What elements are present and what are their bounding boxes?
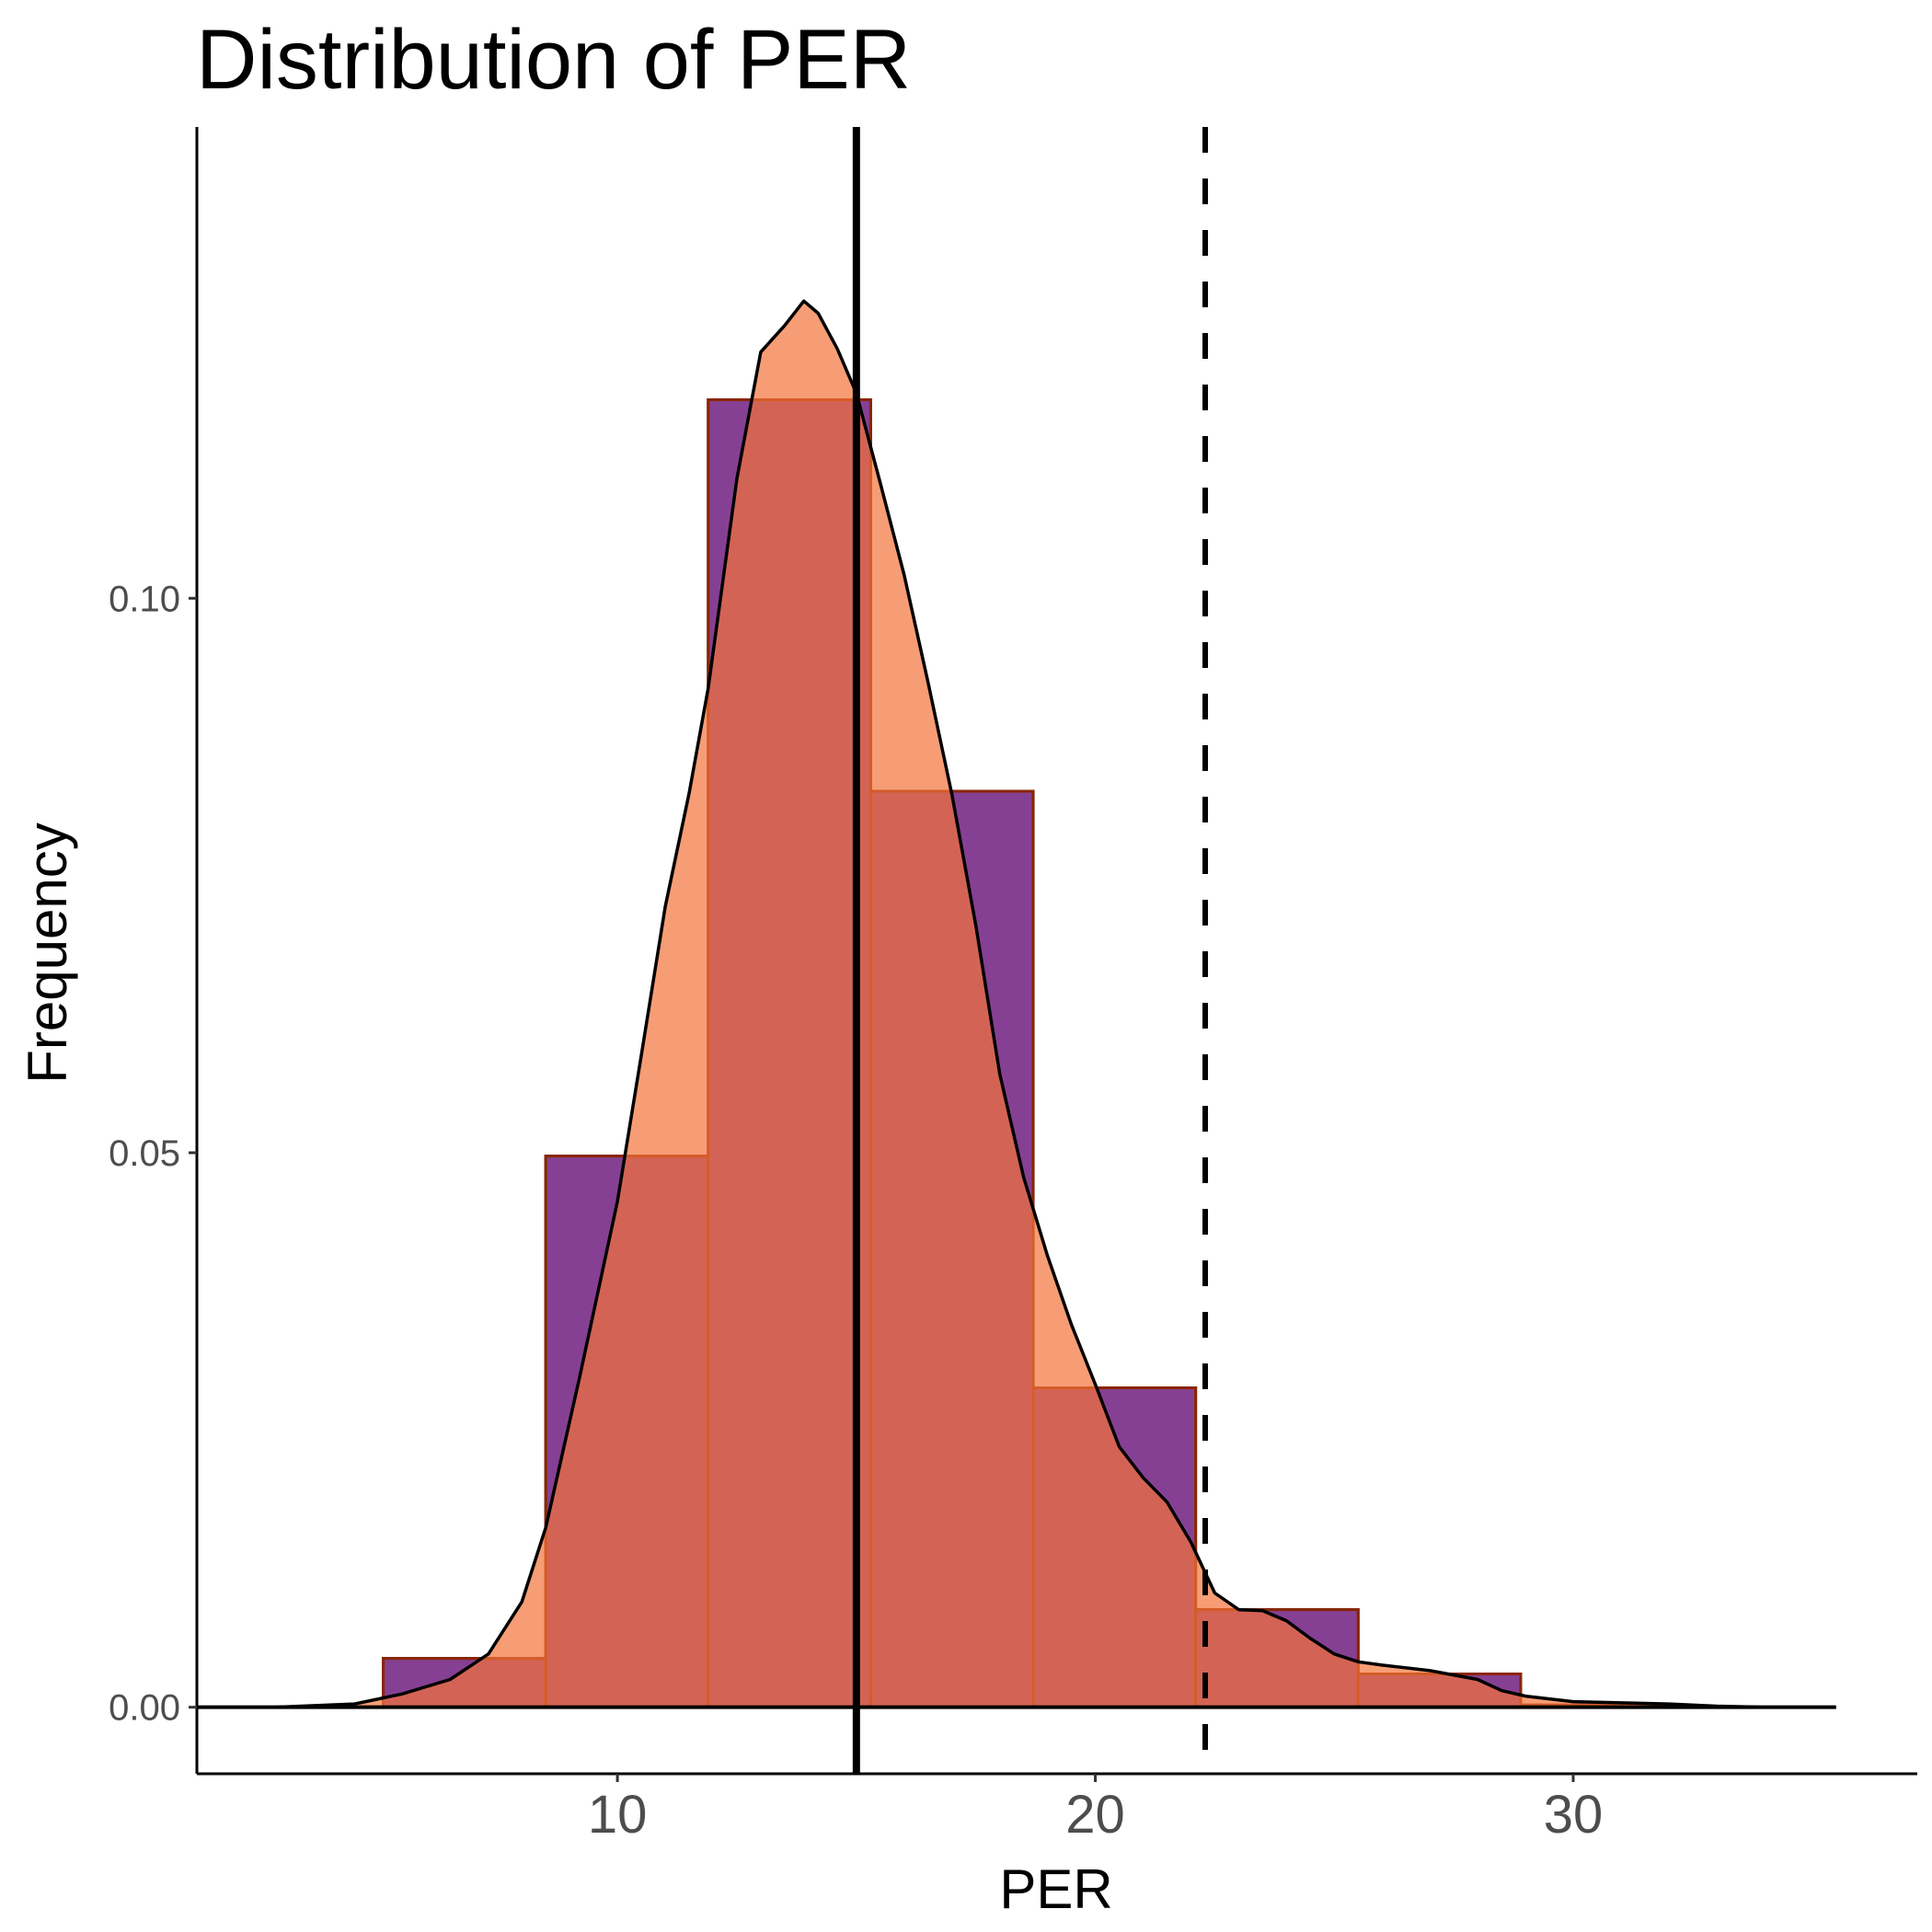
- chart-title: Distribution of PER: [196, 13, 911, 107]
- y-axis-title: Frequency: [17, 822, 78, 1083]
- density-curve-group: [197, 299, 1836, 1709]
- x-tick-label: 30: [1544, 1785, 1604, 1845]
- density-line: [273, 299, 1836, 1709]
- x-tick-label: 20: [1065, 1785, 1125, 1845]
- density-area: [273, 301, 1836, 1708]
- y-tick-label: 0.00: [109, 1688, 180, 1729]
- x-axis-title: PER: [999, 1858, 1112, 1920]
- reference-lines: [852, 127, 1209, 1774]
- y-tick-label: 0.05: [109, 1133, 180, 1174]
- x-tick-label: 10: [588, 1785, 648, 1845]
- x-axis: 10 20 30: [197, 1772, 1917, 1845]
- y-axis: 0.00 0.05 0.10: [109, 127, 199, 1774]
- y-tick-label: 0.10: [109, 579, 180, 619]
